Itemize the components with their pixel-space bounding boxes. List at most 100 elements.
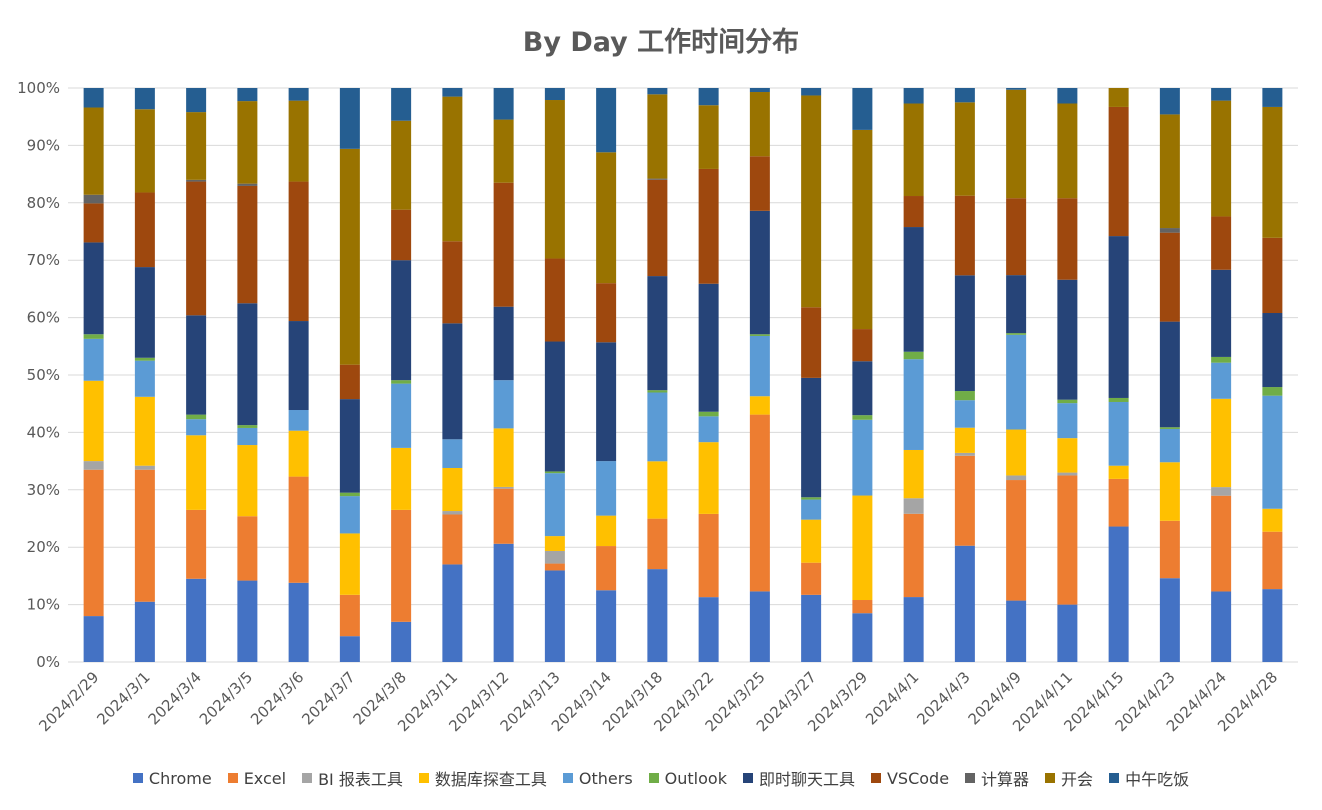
y-tick-label: 80% [27, 194, 60, 212]
legend-label: 数据库探查工具 [434, 770, 547, 789]
bar-segment [442, 511, 463, 515]
legend-swatch [965, 773, 976, 783]
bar-segment [596, 342, 617, 462]
bar-segment [1211, 398, 1232, 488]
bar-segment [903, 498, 924, 514]
bar-segment [596, 590, 617, 662]
bar-segment [544, 471, 565, 474]
legend-item: Outlook [648, 769, 727, 788]
bar-segment [1159, 427, 1180, 429]
y-tick-label: 60% [27, 309, 60, 327]
bar-segment [698, 105, 719, 169]
bar-segment [698, 283, 719, 412]
bar-segment [954, 275, 975, 392]
gridlines [68, 87, 1298, 663]
bar-segment [596, 283, 617, 343]
bar-segment [83, 242, 104, 335]
legend-swatch [562, 773, 573, 783]
bar-segment [442, 564, 463, 662]
bar-segment [749, 414, 770, 592]
legend-item: VSCode [870, 768, 950, 788]
bar-segment [134, 88, 155, 110]
bar-segment [954, 102, 975, 196]
bar-segment [83, 461, 104, 470]
legend-item: Excel [227, 768, 287, 788]
bar-segment [1211, 100, 1232, 217]
y-tick-label: 10% [27, 596, 60, 614]
legend-label: BI 报表工具 [318, 770, 403, 789]
bar-segment [134, 601, 155, 662]
bar-segment [339, 594, 360, 637]
legend-label: VSCode [886, 768, 950, 788]
bar-segment [1211, 591, 1232, 662]
bar-segment [134, 192, 155, 268]
bar-segment [647, 88, 668, 95]
bar-segment [1057, 403, 1078, 439]
bar-segment [83, 194, 104, 204]
bar-segment [1006, 600, 1027, 662]
bar-segment [1211, 88, 1232, 101]
bar-segment [493, 428, 514, 487]
bar-segment [339, 636, 360, 662]
bar-segment [83, 203, 104, 243]
bar-segment [749, 92, 770, 157]
bar-segment [749, 210, 770, 335]
bar-segment [1262, 313, 1283, 388]
bar-segment [1006, 334, 1027, 430]
bar-segment [903, 449, 924, 499]
bar-segment [186, 419, 207, 436]
bar-segment [903, 351, 924, 360]
bar-segment [749, 396, 770, 415]
legend-label: Others [578, 768, 633, 788]
bar-segment [134, 465, 155, 470]
bar-segment [1006, 333, 1027, 335]
bar-segment [442, 514, 463, 565]
bar-segment [903, 513, 924, 598]
bar-segment [954, 455, 975, 546]
bar-segment [903, 597, 924, 662]
bar-segment [1006, 480, 1027, 601]
bar-segment [903, 227, 924, 352]
bar-segment [1006, 429, 1027, 476]
bar-segment [186, 88, 207, 113]
bar-segment [339, 148, 360, 365]
legend-swatch [1109, 773, 1120, 783]
bar-segment [1211, 487, 1232, 496]
bar-segment [1006, 198, 1027, 276]
bar-segment [698, 597, 719, 662]
bar-segment [442, 439, 463, 468]
bar-segment [1108, 478, 1129, 527]
legend-swatch [870, 773, 881, 783]
x-axis-ticks: 2024/2/292024/3/12024/3/42024/3/52024/3/… [35, 668, 1281, 735]
y-tick-label: 30% [27, 481, 60, 499]
bar-segment [288, 476, 309, 583]
bar-segment [698, 88, 719, 106]
bar-segment [134, 357, 155, 361]
bar-segment [903, 103, 924, 197]
bar-segment [1057, 198, 1078, 280]
bar-segment [852, 495, 873, 601]
legend-swatch [1045, 773, 1056, 783]
y-tick-label: 0% [36, 653, 60, 671]
bar-segment [903, 196, 924, 228]
x-tick-label: 2024/3/7 [298, 668, 358, 728]
bar-segment [1159, 428, 1180, 463]
legend-label: 计算器 [981, 770, 1030, 789]
y-tick-label: 50% [27, 366, 60, 384]
bar-segment [1108, 106, 1129, 237]
bar-segment [339, 492, 360, 497]
legend-label: 中午吃饭 [1125, 770, 1190, 789]
bar-segment [493, 182, 514, 307]
bar-segment [83, 107, 104, 195]
bar-segment [237, 183, 258, 186]
bar-segment [1211, 269, 1232, 357]
bar-segment [698, 168, 719, 284]
bar-segment [544, 88, 565, 101]
bar-segment [288, 88, 309, 101]
bar-segment [596, 546, 617, 591]
x-tick-label: 2024/3/6 [247, 668, 307, 728]
bar-segment [1262, 88, 1283, 107]
legend-label: Excel [243, 768, 287, 788]
legend-label: Chrome [148, 768, 212, 788]
x-tick-label: 2024/3/4 [145, 668, 205, 728]
